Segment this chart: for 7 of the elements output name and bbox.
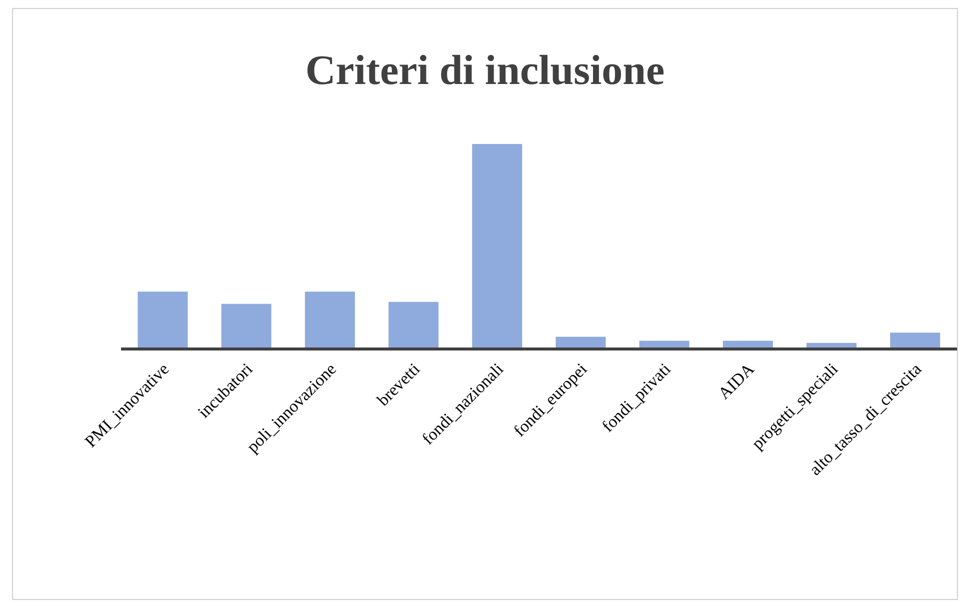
bar [472,144,522,349]
bar [890,332,940,349]
bar [388,302,439,349]
bar [138,292,188,349]
bar [304,292,355,349]
bar [221,304,272,349]
chart-title: Criteri di inclusione [304,47,666,95]
